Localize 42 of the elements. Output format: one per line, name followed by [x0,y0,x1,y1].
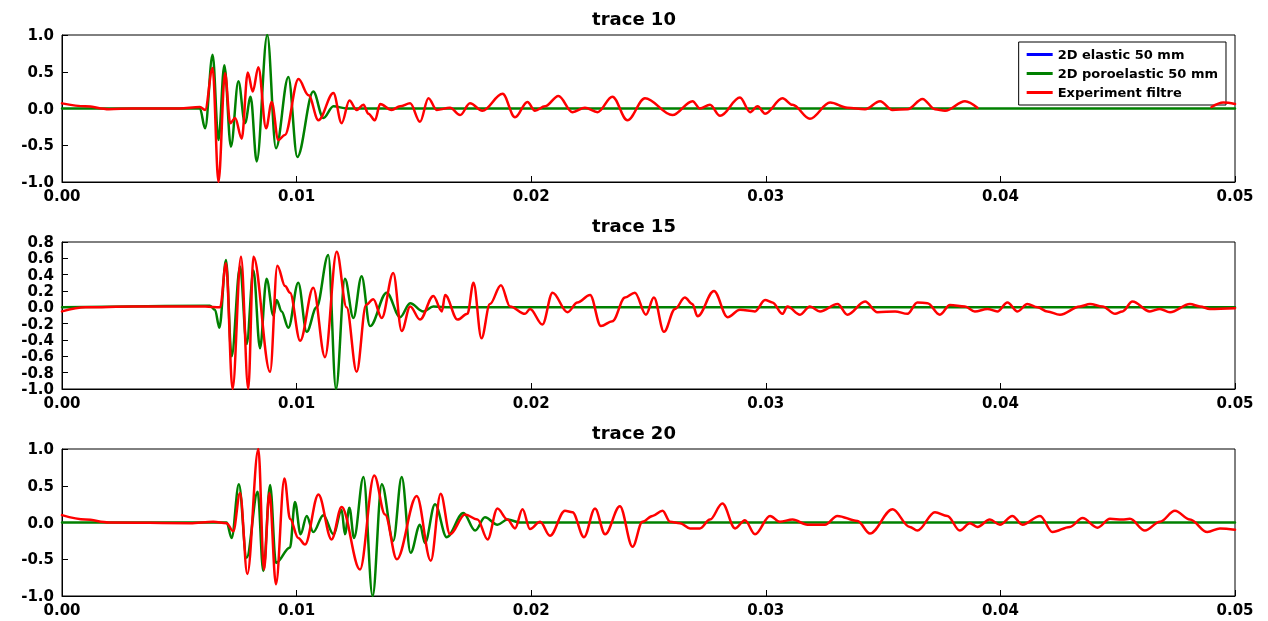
chart-title: trace 20 [592,421,676,443]
x-tick-label: 0.03 [747,186,785,205]
x-tick-label: 0.02 [512,600,550,619]
x-tick-label: 0.04 [981,600,1019,619]
x-tick-label: 0.03 [747,600,785,619]
x-tick-label: 0.04 [981,393,1019,412]
x-tick-label: 0.02 [512,393,550,412]
y-tick-label: 0.5 [27,476,54,495]
y-tick-label: -0.8 [21,363,54,382]
y-tick-label: 0.5 [27,62,54,81]
y-tick-label: 0.2 [27,282,54,300]
y-tick-label: 1.0 [27,26,54,44]
x-tick-label: 0.02 [512,186,550,205]
x-tick-label: 0.00 [43,393,81,412]
chart-title: trace 10 [592,7,676,29]
x-tick-label: 0.01 [278,393,316,412]
x-tick-label: 0.05 [1216,600,1254,619]
y-tick-label: 0.6 [27,249,54,268]
y-tick-label: -0.6 [21,347,54,366]
x-tick-label: 0.05 [1216,186,1254,205]
y-tick-label: 0.0 [27,99,54,118]
chart-title: trace 15 [592,214,676,236]
y-tick-label: -0.4 [21,331,54,349]
x-tick-label: 0.05 [1216,393,1254,412]
line-series [60,447,1237,586]
y-tick-label: -0.5 [21,550,54,569]
y-tick-label: -0.5 [21,136,54,155]
y-tick-label: 1.0 [27,440,54,458]
legend-label: 2D elastic 50 mm [1057,47,1185,62]
x-tick-label: 0.00 [43,186,81,205]
y-tick-label: 0.4 [27,265,54,284]
y-tick-label: 0.0 [27,298,54,317]
x-tick-label: 0.03 [747,393,785,412]
x-tick-label: 0.01 [278,600,316,619]
y-tick-label: 0.8 [27,233,54,251]
y-tick-label: 0.0 [27,513,54,532]
legend-label: 2D poroelastic 50 mm [1057,66,1219,81]
x-tick-label: 0.04 [981,186,1019,205]
legend-label: Experiment filtre [1057,85,1182,100]
x-tick-label: 0.01 [278,186,316,205]
x-tick-label: 0.00 [43,600,81,619]
y-tick-label: -0.2 [21,314,54,333]
